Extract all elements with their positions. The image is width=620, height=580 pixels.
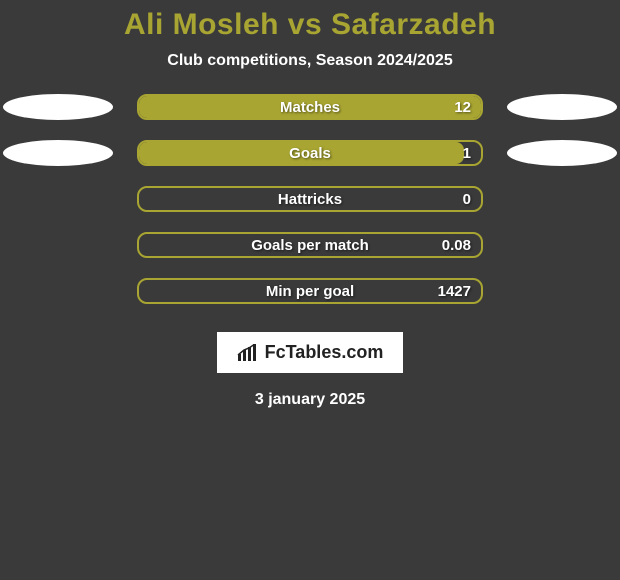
stat-label: Matches bbox=[280, 99, 340, 116]
stat-row: Min per goal 1427 bbox=[0, 278, 620, 304]
stat-label: Min per goal bbox=[266, 283, 354, 300]
stat-row: Hattricks 0 bbox=[0, 186, 620, 212]
right-ellipse bbox=[507, 140, 617, 166]
stat-value: 1 bbox=[463, 145, 471, 162]
date: 3 january 2025 bbox=[255, 391, 365, 409]
bars-icon bbox=[237, 344, 259, 362]
stat-row: Goals per match 0.08 bbox=[0, 232, 620, 258]
stat-bar: Goals 1 bbox=[137, 140, 483, 166]
stat-value: 1427 bbox=[438, 283, 471, 300]
stat-row: Goals 1 bbox=[0, 140, 620, 166]
source-badge[interactable]: FcTables.com bbox=[217, 332, 404, 373]
subtitle: Club competitions, Season 2024/2025 bbox=[167, 52, 452, 70]
stat-value: 12 bbox=[454, 99, 471, 116]
page-title: Ali Mosleh vs Safarzadeh bbox=[124, 8, 496, 42]
stat-value: 0.08 bbox=[442, 237, 471, 254]
left-ellipse bbox=[3, 140, 113, 166]
left-ellipse bbox=[3, 94, 113, 120]
stat-bar: Matches 12 bbox=[137, 94, 483, 120]
stat-label: Goals per match bbox=[251, 237, 369, 254]
stat-value: 0 bbox=[463, 191, 471, 208]
source-text: FcTables.com bbox=[265, 342, 384, 363]
stat-label: Goals bbox=[289, 145, 331, 162]
stat-bar: Min per goal 1427 bbox=[137, 278, 483, 304]
right-ellipse bbox=[507, 94, 617, 120]
stat-bar: Goals per match 0.08 bbox=[137, 232, 483, 258]
stat-label: Hattricks bbox=[278, 191, 342, 208]
stats-area: Matches 12 Goals 1 Hattricks 0 Goals per match… bbox=[0, 94, 620, 324]
stat-row: Matches 12 bbox=[0, 94, 620, 120]
stat-bar: Hattricks 0 bbox=[137, 186, 483, 212]
